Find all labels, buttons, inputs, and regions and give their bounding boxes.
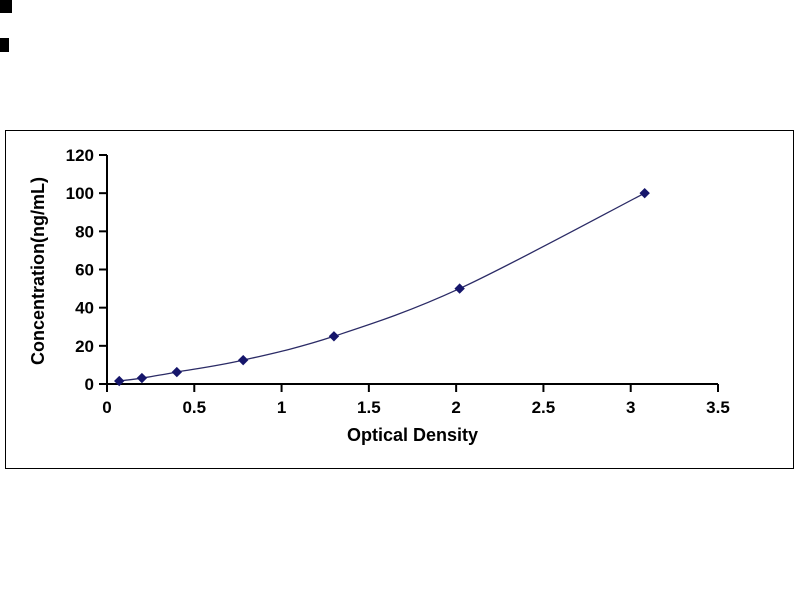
y-tick-label: 60 bbox=[75, 261, 94, 280]
x-tick-label: 3 bbox=[626, 398, 635, 417]
x-tick-label: 2.5 bbox=[532, 398, 556, 417]
x-tick-label: 3.5 bbox=[706, 398, 730, 417]
curve-line bbox=[119, 192, 645, 382]
corner-artifact-1 bbox=[0, 0, 12, 13]
standard-curve-chart: 0 20 40 60 80 100 120 0 0.5 1 1.5 2 2.5 3 3.5 Concentr… bbox=[5, 130, 794, 469]
data-point-marker bbox=[171, 366, 183, 378]
x-tick-label: 2 bbox=[451, 398, 460, 417]
x-tick-label: 1 bbox=[277, 398, 286, 417]
y-tick-label: 100 bbox=[66, 184, 94, 203]
y-tick-label: 80 bbox=[75, 222, 94, 241]
y-axis-title: Concentration(ng/mL) bbox=[28, 177, 48, 365]
data-point-marker bbox=[639, 187, 650, 199]
corner-artifact-2 bbox=[0, 38, 9, 52]
y-tick-label: 0 bbox=[85, 375, 94, 394]
x-tick-label: 0 bbox=[102, 398, 111, 417]
standard-curve-plot: 0 20 40 60 80 100 120 0 0.5 1 1.5 2 2.5 3 3.5 bbox=[66, 146, 730, 417]
data-point-marker bbox=[114, 375, 125, 387]
x-axis-title: Optical Density bbox=[346, 425, 479, 445]
y-tick-label: 120 bbox=[66, 146, 94, 165]
x-tick-label: 1.5 bbox=[357, 398, 381, 417]
x-tick-label: 0.5 bbox=[182, 398, 206, 417]
data-point-marker bbox=[454, 283, 465, 294]
data-point-marker bbox=[237, 354, 249, 366]
data-point-marker bbox=[328, 331, 340, 342]
y-tick-label: 40 bbox=[75, 299, 94, 318]
data-point-marker bbox=[136, 372, 148, 384]
y-tick-label: 20 bbox=[75, 337, 94, 356]
